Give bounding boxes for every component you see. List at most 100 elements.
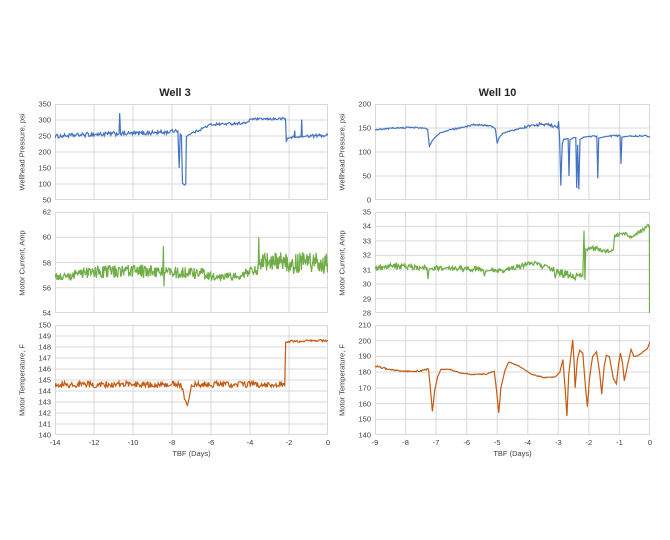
y-tick-label: 160 xyxy=(358,399,371,409)
y-tick-label: 300 xyxy=(38,115,51,125)
y-tick-label: 62 xyxy=(42,207,51,217)
y-tick-label: 148 xyxy=(38,342,51,352)
x-tick-label: -12 xyxy=(88,438,100,447)
chart-well10-motor-temperature: Motor Temperature, F TBF (Days) 210 200 19… xyxy=(338,321,653,459)
data-series-line xyxy=(375,121,650,190)
y-tick-label: 28 xyxy=(362,308,371,318)
y-axis-title: Motor Temperature, F xyxy=(17,344,27,416)
x-tick-label: -14 xyxy=(49,438,61,447)
y-tick-label: 0 xyxy=(366,195,371,205)
y-tick-label: 146 xyxy=(38,364,51,374)
y-tick-label: 190 xyxy=(358,351,371,361)
x-tick-label: -3 xyxy=(554,438,562,447)
y-tick-label: 142 xyxy=(38,408,51,418)
chart-svg xyxy=(375,212,650,313)
plot-border xyxy=(55,325,328,435)
data-series-line xyxy=(375,223,650,313)
y-axis-title: Wellhead Pressure, psi xyxy=(337,113,347,191)
plot-area-well10-temperature xyxy=(375,325,650,435)
y-axis-title: Wellhead Pressure, psi xyxy=(17,113,27,191)
x-axis-title: TBF (Days) xyxy=(172,449,211,458)
y-tick-label: 31 xyxy=(362,265,371,275)
y-tick-label: 210 xyxy=(358,320,371,330)
x-tick-label: -7 xyxy=(432,438,440,447)
chart-well3-motor-temperature: Motor Temperature, F TBF (Days) 150 149 14… xyxy=(18,321,331,459)
y-tick-label: 250 xyxy=(38,131,51,141)
x-tick-label: -2 xyxy=(585,438,593,447)
y-tick-label: 350 xyxy=(38,99,51,109)
chart-svg xyxy=(55,325,328,435)
data-series-line xyxy=(375,339,650,417)
y-tick-label: 144 xyxy=(38,386,51,396)
plot-area-well10-pressure xyxy=(375,104,650,200)
chart-well3-motor-current: Motor Current, Amp 62 60 58 56 54 xyxy=(18,208,328,318)
x-tick-label: -6 xyxy=(463,438,470,447)
plot-border xyxy=(375,325,650,435)
y-tick-label: 200 xyxy=(358,99,371,109)
chart-svg xyxy=(375,325,650,435)
y-tick-label: 58 xyxy=(42,258,51,267)
y-tick-label: 100 xyxy=(358,147,371,157)
y-tick-label: 100 xyxy=(38,179,51,189)
y-tick-label: 145 xyxy=(38,375,51,385)
y-tick-label: 50 xyxy=(362,171,371,181)
plot-area-well10-current xyxy=(375,212,650,313)
y-axis-title: Motor Current, Amp xyxy=(337,229,347,296)
x-axis-title: TBF (Days) xyxy=(493,449,532,458)
y-tick-label: 35 xyxy=(362,207,371,217)
y-tick-label: 141 xyxy=(38,419,51,429)
y-tick-label: 143 xyxy=(38,397,51,407)
y-tick-label: 180 xyxy=(358,367,371,377)
x-tick-label: -5 xyxy=(493,438,501,447)
y-axis-title: Motor Current, Amp xyxy=(17,229,27,296)
y-tick-label: 140 xyxy=(358,430,371,440)
y-tick-label: 149 xyxy=(38,331,51,341)
x-tick-label: -6 xyxy=(207,438,215,447)
chart-svg xyxy=(55,104,328,200)
x-tick-label: -9 xyxy=(371,438,379,447)
plot-border xyxy=(375,212,650,313)
chart-svg xyxy=(375,104,650,200)
y-tick-label: 56 xyxy=(42,283,51,293)
chart-title-well10: Well 10 xyxy=(478,87,517,99)
y-tick-label: 54 xyxy=(42,308,51,318)
y-tick-label: 150 xyxy=(358,414,371,424)
x-tick-label: 0 xyxy=(325,438,331,447)
y-tick-label: 150 xyxy=(38,320,51,330)
y-tick-label: 170 xyxy=(358,383,371,393)
x-tick-label: -10 xyxy=(127,438,139,447)
y-axis-title: Motor Temperature, F xyxy=(337,344,347,416)
chart-well3-wellhead-pressure: Wellhead Pressure, psi 350 300 250 200 150 10… xyxy=(18,100,328,205)
x-tick-label: -1 xyxy=(616,438,623,447)
y-tick-label: 140 xyxy=(38,430,51,440)
y-tick-label: 30 xyxy=(362,279,371,289)
plot-border xyxy=(375,104,650,200)
y-tick-label: 200 xyxy=(358,336,371,346)
x-tick-label: -2 xyxy=(285,438,293,447)
chart-well10-wellhead-pressure: Wellhead Pressure, psi 200 150 100 50 0 xyxy=(338,100,650,205)
y-tick-label: 34 xyxy=(362,221,371,231)
y-tick-label: 147 xyxy=(38,353,51,363)
chart-title-well3: Well 3 xyxy=(159,87,191,99)
x-tick-label: -8 xyxy=(168,438,176,447)
y-tick-label: 60 xyxy=(42,232,51,242)
data-series-line xyxy=(55,338,328,408)
y-tick-label: 32 xyxy=(362,250,371,260)
x-tick-label: -4 xyxy=(246,438,254,447)
data-series-line xyxy=(55,237,328,287)
x-tick-label: -8 xyxy=(402,438,409,447)
plot-border xyxy=(55,104,328,200)
y-tick-label: 150 xyxy=(38,163,51,173)
y-tick-label: 50 xyxy=(42,195,51,205)
plot-area-well3-current xyxy=(55,212,328,313)
x-tick-label: -4 xyxy=(524,438,532,447)
plot-area-well3-temperature xyxy=(55,325,328,435)
chart-svg xyxy=(55,212,328,313)
plot-area-well3-pressure xyxy=(55,104,328,200)
y-tick-label: 29 xyxy=(362,294,371,304)
y-tick-label: 200 xyxy=(38,147,51,157)
y-tick-label: 33 xyxy=(362,236,371,246)
x-tick-label: 0 xyxy=(647,438,653,447)
y-tick-label: 150 xyxy=(358,123,371,133)
